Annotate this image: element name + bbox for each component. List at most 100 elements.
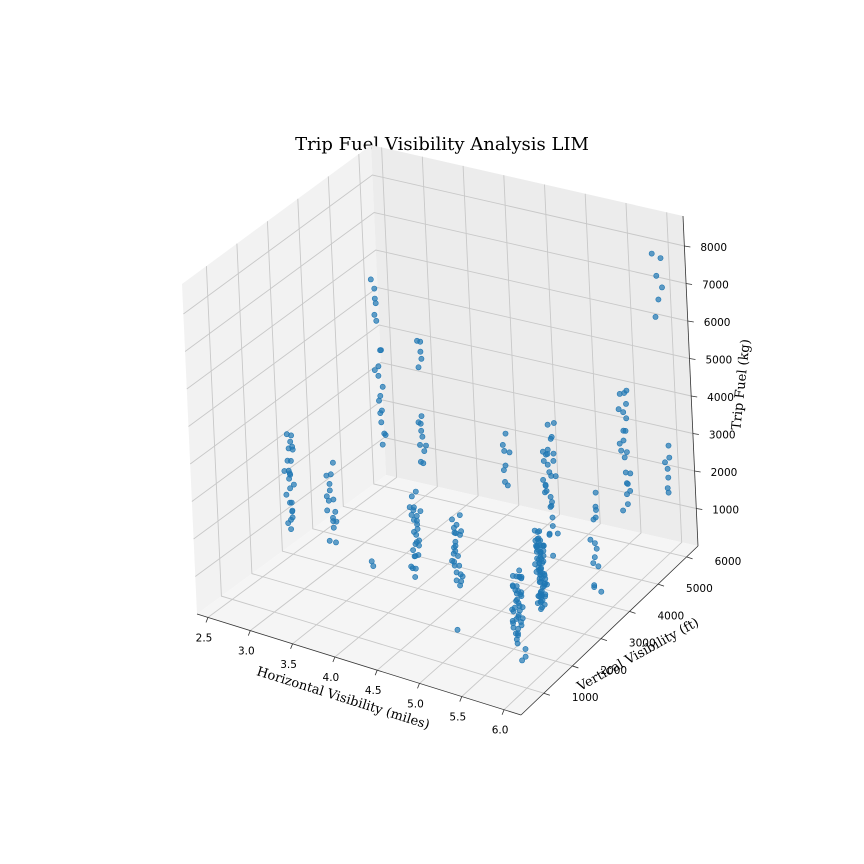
x-tick-mark <box>374 670 378 676</box>
z-tick-label: 1000 <box>712 505 739 517</box>
data-point <box>419 433 426 440</box>
data-point <box>370 563 377 569</box>
data-point <box>516 567 523 574</box>
grid-line-z <box>193 399 695 540</box>
pane-floor <box>197 475 698 715</box>
data-point <box>620 507 626 514</box>
data-point <box>540 448 546 455</box>
data-point <box>451 529 458 536</box>
data-point <box>408 563 415 570</box>
data-point <box>283 491 290 498</box>
data-point <box>624 491 630 498</box>
data-point <box>330 518 337 524</box>
x-tick-mark <box>417 683 420 689</box>
data-point <box>285 445 292 452</box>
data-point <box>621 454 628 461</box>
data-point <box>616 390 623 397</box>
data-point <box>546 531 553 538</box>
grid-line-y <box>266 221 602 640</box>
x-tick-label: 5.0 <box>407 698 424 710</box>
grid-line-x <box>376 184 560 671</box>
data-point <box>329 459 336 466</box>
data-point <box>371 285 378 292</box>
data-point <box>591 582 598 589</box>
data-point <box>519 657 525 664</box>
data-point <box>510 573 516 579</box>
data-point <box>501 447 508 454</box>
data-point <box>624 480 630 487</box>
data-point <box>513 598 519 604</box>
grid-line-z <box>184 212 687 352</box>
data-point <box>591 554 598 561</box>
grid-line-y <box>297 198 630 612</box>
data-point <box>375 363 382 370</box>
grid-line-y <box>205 266 544 694</box>
grid-line-x <box>503 212 683 711</box>
grid-lines <box>183 147 697 711</box>
data-point <box>378 419 385 426</box>
data-point <box>532 537 539 544</box>
x-tick-label: 3.5 <box>280 659 297 671</box>
z-tick-mark <box>689 358 696 360</box>
z-tick-mark <box>694 470 701 473</box>
z-axis-line <box>682 215 699 547</box>
data-point <box>449 557 455 564</box>
data-point <box>533 568 540 575</box>
data-point <box>509 618 516 624</box>
data-point <box>513 630 519 637</box>
data-point <box>408 493 415 500</box>
data-point <box>377 410 384 416</box>
data-point <box>456 512 463 518</box>
data-point <box>417 508 424 514</box>
data-point <box>417 441 423 448</box>
data-point <box>326 537 333 544</box>
x-tick-label: 4.0 <box>323 672 340 684</box>
data-point <box>406 504 413 511</box>
data-point <box>622 469 629 476</box>
data-point <box>509 606 516 613</box>
data-point <box>326 487 333 494</box>
data-point <box>371 367 378 373</box>
data-point <box>379 383 386 390</box>
grid-line-x <box>250 156 438 631</box>
x-tick-mark <box>247 630 251 636</box>
y-tick-label: 2000 <box>600 665 627 677</box>
data-point <box>417 348 424 355</box>
data-point <box>376 397 382 404</box>
data-point <box>367 276 374 283</box>
data-point <box>375 372 382 379</box>
data-point <box>458 578 465 585</box>
data-point <box>410 547 416 553</box>
data-point <box>592 514 599 521</box>
x-tick-mark <box>205 617 209 623</box>
chart-title: Trip Fuel Visibility Analysis LIM <box>295 134 589 155</box>
data-point <box>377 347 383 354</box>
data-point <box>381 430 388 437</box>
data-point <box>540 476 546 483</box>
y-tick-label: 3000 <box>629 638 656 650</box>
data-point <box>543 488 550 494</box>
data-point <box>408 512 415 518</box>
data-point <box>418 413 425 419</box>
y-tick-mark <box>657 583 665 587</box>
data-point <box>550 552 556 559</box>
y-tick-mark <box>543 692 550 696</box>
data-point <box>620 409 627 416</box>
data-point <box>423 442 429 449</box>
data-point <box>655 296 662 303</box>
data-point <box>515 614 522 620</box>
data-point <box>326 480 333 487</box>
data-point <box>514 640 521 647</box>
y-tick-mark <box>686 556 693 560</box>
data-point <box>544 421 551 428</box>
data-point <box>506 449 513 456</box>
data-point <box>502 430 509 437</box>
data-point <box>623 387 630 394</box>
x-tick-label: 6.0 <box>492 725 509 737</box>
y-tick-label: 1000 <box>572 692 599 704</box>
data-point <box>544 461 551 468</box>
y-tick-label: 5000 <box>686 583 713 595</box>
data-point <box>550 457 557 464</box>
data-point <box>616 440 623 447</box>
y-tick-mark <box>572 665 579 669</box>
